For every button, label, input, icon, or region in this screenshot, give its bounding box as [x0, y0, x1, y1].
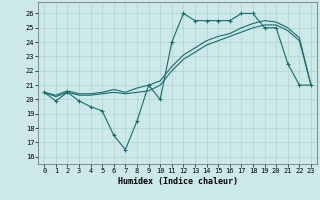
X-axis label: Humidex (Indice chaleur): Humidex (Indice chaleur)	[118, 177, 238, 186]
